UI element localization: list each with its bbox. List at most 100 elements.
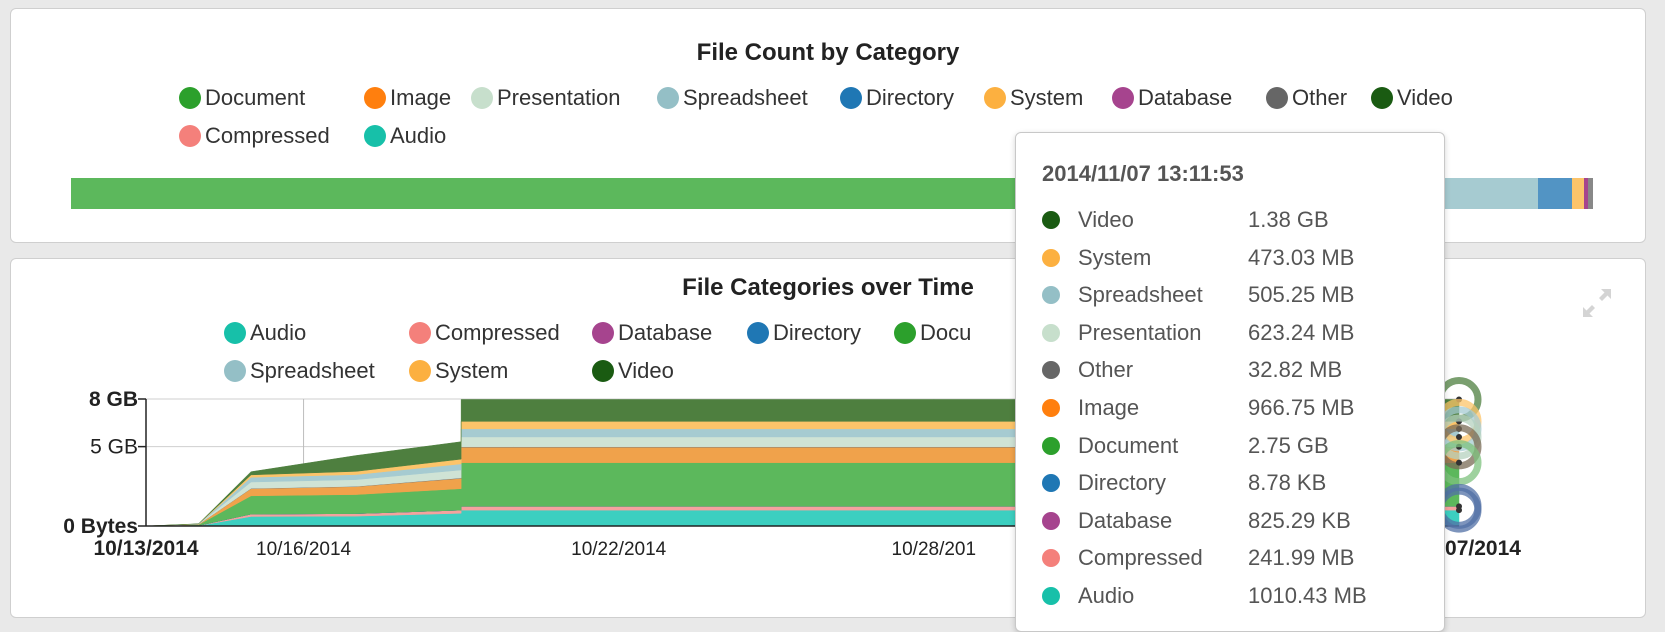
bar-segment-directory[interactable] bbox=[1538, 178, 1572, 209]
legend-label: Document bbox=[205, 85, 306, 110]
legend-swatch bbox=[409, 360, 431, 382]
tooltip-series-name: Database bbox=[1078, 507, 1173, 533]
tooltip-row: Other 32.82 MB bbox=[1042, 351, 1428, 389]
tooltip-row: Presentation 623.24 MB bbox=[1042, 314, 1428, 352]
legend-item-image[interactable]: Image bbox=[364, 83, 451, 113]
x-tick-label: 10/13/2014 bbox=[93, 537, 198, 560]
legend-label: Audio bbox=[390, 123, 447, 148]
legend-swatch bbox=[179, 125, 201, 147]
chart-tooltip: 2014/11/07 13:11:53 Video 1.38 GB System 47… bbox=[1015, 132, 1445, 632]
legend-item-audio[interactable]: Audio bbox=[224, 318, 306, 348]
file-count-panel: File Count by Category Document Image Pres… bbox=[10, 8, 1646, 243]
legend-item-compressed[interactable]: Compressed bbox=[409, 318, 560, 348]
legend-label: Video bbox=[618, 358, 674, 383]
tooltip-row: Image 966.75 MB bbox=[1042, 389, 1428, 427]
legend-item-system[interactable]: System bbox=[984, 83, 1083, 113]
tooltip-swatch bbox=[1042, 474, 1060, 493]
tooltip-swatch bbox=[1042, 248, 1060, 267]
tooltip-series-name: System bbox=[1078, 244, 1152, 270]
tooltip-row: Compressed 241.99 MB bbox=[1042, 539, 1428, 577]
tooltip-swatch bbox=[1042, 549, 1060, 568]
tooltip-swatch bbox=[1042, 399, 1060, 417]
tooltip-row: Video 1.38 GB bbox=[1042, 201, 1428, 239]
legend-item-database[interactable]: Database bbox=[592, 318, 712, 348]
tooltip-row: Document 2.75 GB bbox=[1042, 427, 1428, 465]
bar-segment-other[interactable] bbox=[1588, 178, 1593, 209]
tooltip-row: Audio 1010.43 MB bbox=[1042, 577, 1428, 615]
legend-swatch bbox=[471, 87, 493, 109]
legend-item-audio[interactable]: Audio bbox=[364, 121, 446, 151]
legend-label: Directory bbox=[866, 85, 955, 110]
bar-segment-database[interactable] bbox=[1583, 178, 1589, 209]
tooltip-title: 2014/11/07 13:11:53 bbox=[1042, 161, 1244, 186]
tooltip-swatch bbox=[1042, 587, 1060, 605]
tooltip-series-name: Document bbox=[1078, 432, 1179, 458]
legend-swatch bbox=[224, 360, 246, 382]
tooltip-series-name: Spreadsheet bbox=[1078, 282, 1203, 308]
tooltip-series-name: Directory bbox=[1078, 470, 1167, 496]
legend-label: Audio bbox=[250, 320, 307, 345]
legend-item-other[interactable]: Other bbox=[1266, 83, 1347, 113]
tooltip-series-name: Other bbox=[1078, 357, 1134, 383]
legend-swatch bbox=[1266, 87, 1288, 109]
legend-item-presentation[interactable]: Presentation bbox=[471, 83, 621, 113]
x-tick-label: 10/28/201 bbox=[892, 539, 977, 560]
legend-label: Compressed bbox=[205, 123, 330, 148]
hover-marker-dot bbox=[1456, 459, 1462, 466]
tooltip-series-value: 966.75 MB bbox=[1248, 395, 1355, 420]
y-tick-label: 8 GB bbox=[89, 388, 138, 411]
expand-icon[interactable] bbox=[1581, 287, 1613, 319]
tooltip-series-value: 1010.43 MB bbox=[1248, 583, 1367, 608]
tooltip-series-value: 8.78 KB bbox=[1248, 470, 1327, 496]
legend-label: Spreadsheet bbox=[250, 358, 375, 383]
x-tick-label: 10/22/2014 bbox=[571, 539, 667, 560]
legend-swatch bbox=[224, 322, 246, 344]
legend-item-docu[interactable]: Docu bbox=[894, 318, 971, 348]
y-tick-label: 5 GB bbox=[90, 436, 138, 459]
legend-item-video[interactable]: Video bbox=[592, 356, 674, 386]
tooltip-series-value: 505.25 MB bbox=[1248, 282, 1355, 308]
legend-swatch bbox=[409, 322, 431, 344]
legend-label: Database bbox=[618, 320, 713, 345]
legend-label: Database bbox=[1138, 85, 1233, 110]
legend-item-video[interactable]: Video bbox=[1371, 83, 1453, 113]
legend-label: Presentation bbox=[497, 85, 621, 110]
hover-marker-dot bbox=[1456, 507, 1462, 514]
legend-item-system[interactable]: System bbox=[409, 356, 508, 386]
legend-swatch bbox=[840, 87, 862, 109]
tooltip-row: System 473.03 MB bbox=[1042, 239, 1428, 277]
tooltip-swatch bbox=[1042, 323, 1060, 342]
tooltip-series-value: 623.24 MB bbox=[1248, 319, 1355, 345]
hover-marker-dot bbox=[1456, 433, 1462, 440]
legend-swatch bbox=[657, 87, 679, 109]
legend-item-directory[interactable]: Directory bbox=[840, 83, 954, 113]
legend-item-spreadsheet[interactable]: Spreadsheet bbox=[224, 356, 375, 386]
tooltip-swatch bbox=[1042, 436, 1060, 455]
legend-label: Compressed bbox=[435, 320, 560, 345]
legend-swatch bbox=[179, 87, 201, 109]
x-tick-label: 10/16/2014 bbox=[256, 539, 352, 560]
chart-title: File Categories over Time bbox=[682, 274, 974, 301]
y-tick-label: 0 Bytes bbox=[63, 515, 138, 538]
tooltip-series-name: Image bbox=[1078, 395, 1140, 420]
legend-swatch bbox=[1112, 87, 1134, 109]
tooltip-series-value: 241.99 MB bbox=[1248, 545, 1355, 571]
legend-label: Video bbox=[1397, 85, 1453, 110]
tooltip-series-name: Presentation bbox=[1078, 319, 1202, 345]
legend-item-document[interactable]: Document bbox=[179, 83, 305, 113]
legend-item-spreadsheet[interactable]: Spreadsheet bbox=[657, 83, 808, 113]
tooltip-series-name: Video bbox=[1078, 207, 1134, 232]
legend-label: System bbox=[1010, 85, 1084, 110]
tooltip-series-value: 825.29 KB bbox=[1248, 507, 1351, 533]
legend-label: Spreadsheet bbox=[683, 85, 808, 110]
chart-title: File Count by Category bbox=[696, 39, 960, 66]
legend-item-database[interactable]: Database bbox=[1112, 83, 1232, 113]
legend-swatch bbox=[364, 125, 386, 147]
tooltip-series-value: 2.75 GB bbox=[1248, 432, 1329, 458]
tooltip-row: Directory 8.78 KB bbox=[1042, 464, 1428, 502]
legend-item-compressed[interactable]: Compressed bbox=[179, 121, 330, 151]
tooltip-swatch bbox=[1042, 211, 1060, 229]
legend-item-directory[interactable]: Directory bbox=[747, 318, 861, 348]
bar-segment-system[interactable] bbox=[1571, 178, 1584, 209]
tooltip-series-name: Compressed bbox=[1078, 545, 1203, 571]
